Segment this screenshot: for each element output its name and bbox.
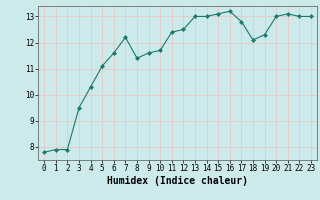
X-axis label: Humidex (Indice chaleur): Humidex (Indice chaleur) <box>107 176 248 186</box>
